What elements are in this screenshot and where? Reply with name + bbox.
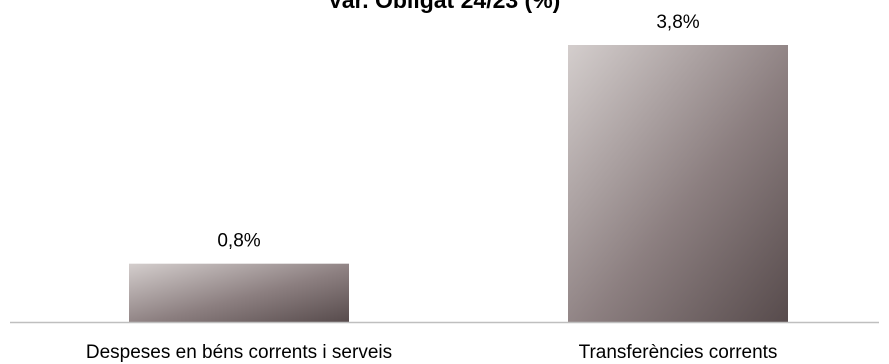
bar-1 xyxy=(129,263,349,322)
labels-layer: 0,8% Despeses en béns corrents i serveis 3… xyxy=(86,12,778,363)
category-label-1: Despeses en béns corrents i serveis xyxy=(86,342,392,363)
bar-2 xyxy=(568,45,788,322)
data-label-1: 0,8% xyxy=(217,231,260,252)
chart-title: Var. Obligat 24/23 (%) xyxy=(328,0,561,13)
category-label-2: Transferències corrents xyxy=(579,342,778,363)
data-label-2: 3,8% xyxy=(656,12,699,33)
bars-layer xyxy=(129,45,788,322)
